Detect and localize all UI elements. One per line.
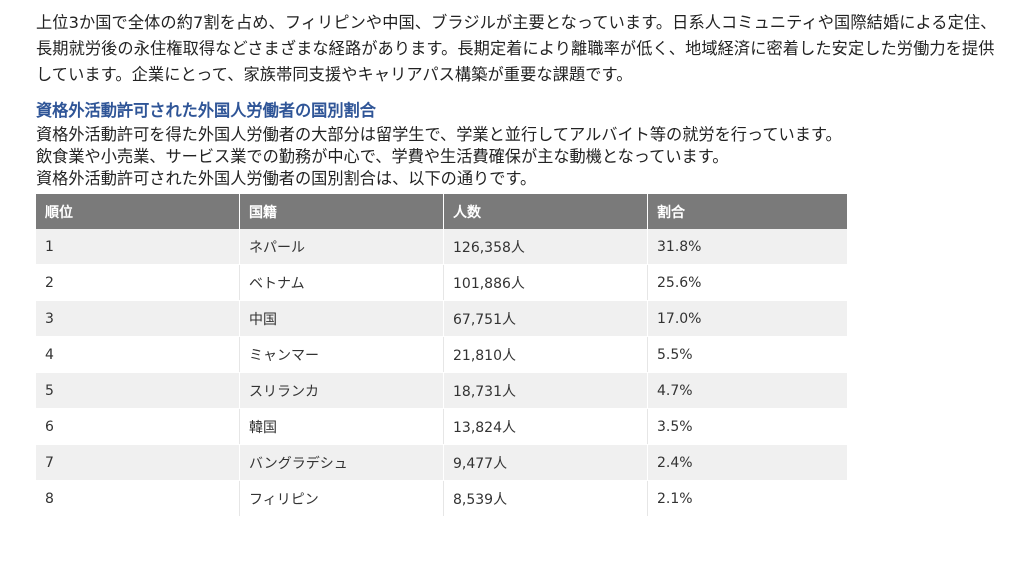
header-ratio: 割合: [647, 194, 847, 229]
cell-count: 67,751人: [443, 300, 648, 337]
cell-count: 13,824人: [443, 408, 648, 445]
cell-ratio: 2.1%: [647, 480, 847, 517]
cell-ratio: 31.8%: [647, 229, 847, 265]
section-line-2: 飲食業や小売業、サービス業での勤務が中心で、学費や生活費確保が主な動機となってい…: [36, 147, 729, 166]
table-row: 7 バングラデシュ 9,477人 2.4%: [36, 444, 847, 481]
cell-count: 101,886人: [443, 264, 648, 301]
cell-ratio: 2.4%: [647, 444, 847, 481]
header-count: 人数: [443, 194, 648, 229]
section-heading: 資格外活動許可された外国人労働者の国別割合: [36, 101, 376, 120]
cell-nationality: 韓国: [239, 408, 444, 445]
table-row: 8 フィリピン 8,539人 2.1%: [36, 480, 847, 517]
cell-rank: 2: [36, 264, 240, 301]
nationality-table: 順位 国籍 人数 割合 1 ネパール 126,358人 31.8% 2 ベトナム…: [36, 194, 847, 517]
cell-rank: 5: [36, 372, 240, 409]
cell-ratio: 25.6%: [647, 264, 847, 301]
cell-nationality: ベトナム: [239, 264, 444, 301]
cell-ratio: 3.5%: [647, 408, 847, 445]
cell-nationality: 中国: [239, 300, 444, 337]
cell-count: 18,731人: [443, 372, 648, 409]
article-content: 上位3か国で全体の約7割を占め、フィリピンや中国、ブラジルが主要となっています。…: [36, 10, 1002, 517]
cell-rank: 6: [36, 408, 240, 445]
table-row: 2 ベトナム 101,886人 25.6%: [36, 264, 847, 301]
table-row: 4 ミャンマー 21,810人 5.5%: [36, 336, 847, 373]
section-line-1: 資格外活動許可を得た外国人労働者の大部分は留学生で、学業と並行してアルバイト等の…: [36, 125, 842, 144]
table-row: 5 スリランカ 18,731人 4.7%: [36, 372, 847, 409]
header-nationality: 国籍: [239, 194, 444, 229]
cell-rank: 7: [36, 444, 240, 481]
cell-ratio: 5.5%: [647, 336, 847, 373]
cell-nationality: ミャンマー: [239, 336, 444, 373]
cell-count: 21,810人: [443, 336, 648, 373]
intro-paragraph: 上位3か国で全体の約7割を占め、フィリピンや中国、ブラジルが主要となっています。…: [36, 13, 997, 84]
cell-rank: 3: [36, 300, 240, 337]
cell-ratio: 4.7%: [647, 372, 847, 409]
cell-rank: 4: [36, 336, 240, 373]
cell-rank: 1: [36, 229, 240, 265]
cell-nationality: スリランカ: [239, 372, 444, 409]
table-row: 6 韓国 13,824人 3.5%: [36, 408, 847, 445]
table-header-row: 順位 国籍 人数 割合: [36, 194, 847, 229]
cell-count: 8,539人: [443, 480, 648, 517]
header-rank: 順位: [36, 194, 240, 229]
section-line-3: 資格外活動許可された外国人労働者の国別割合は、以下の通りです。: [36, 169, 537, 188]
cell-count: 126,358人: [443, 229, 648, 265]
cell-nationality: フィリピン: [239, 480, 444, 517]
cell-nationality: バングラデシュ: [239, 444, 444, 481]
table-row: 1 ネパール 126,358人 31.8%: [36, 229, 847, 265]
cell-nationality: ネパール: [239, 229, 444, 265]
cell-count: 9,477人: [443, 444, 648, 481]
cell-ratio: 17.0%: [647, 300, 847, 337]
cell-rank: 8: [36, 480, 240, 517]
table-row: 3 中国 67,751人 17.0%: [36, 300, 847, 337]
